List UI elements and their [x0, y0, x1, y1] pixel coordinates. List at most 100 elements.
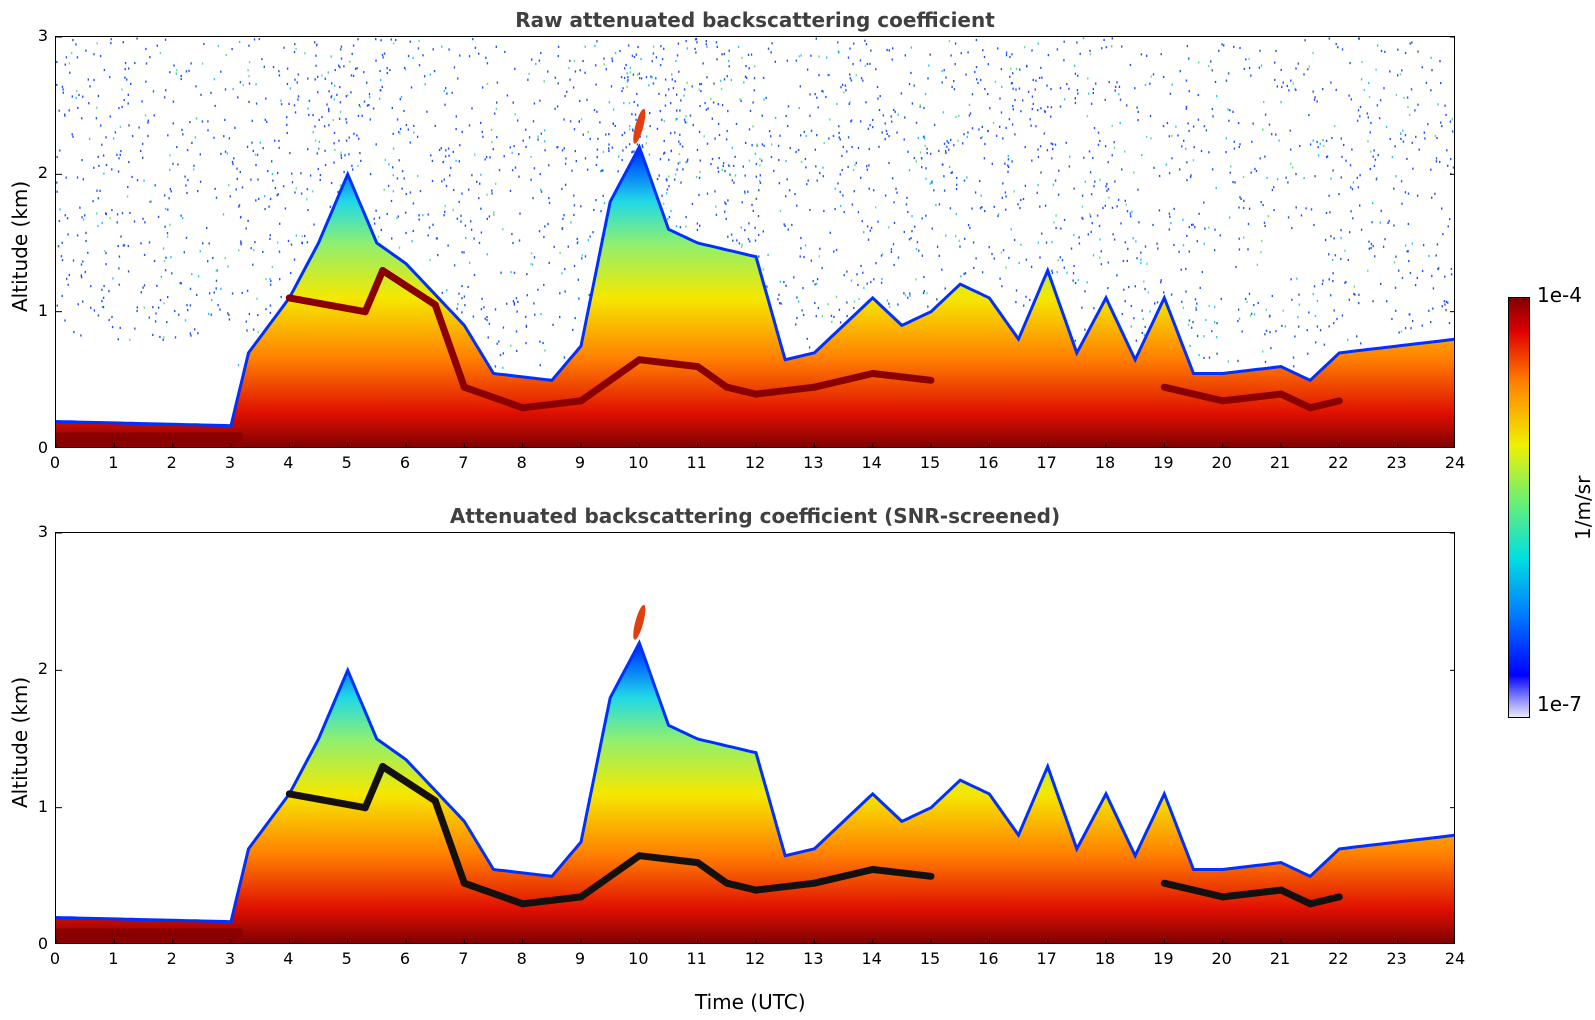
noise-point [377, 235, 380, 238]
noise-point [482, 135, 484, 138]
noise-point [1356, 335, 1358, 338]
noise-point [357, 164, 359, 168]
noise-point [648, 84, 650, 87]
noise-point [1296, 277, 1298, 280]
noise-point [540, 190, 543, 193]
noise-point [136, 306, 138, 309]
noise-point [1188, 319, 1191, 322]
noise-point [1322, 88, 1324, 91]
noise-point [941, 268, 943, 271]
noise-point [1121, 45, 1123, 48]
noise-point [56, 60, 58, 64]
noise-point [519, 212, 521, 215]
noise-point [1278, 139, 1280, 142]
noise-point [1439, 160, 1441, 164]
noise-point [1435, 157, 1438, 160]
noise-point [1126, 259, 1128, 262]
noise-point [586, 168, 589, 171]
noise-point [637, 73, 639, 76]
noise-point [314, 125, 316, 128]
noise-point [623, 76, 626, 79]
noise-point [405, 124, 408, 127]
noise-point [636, 92, 638, 96]
noise-point [245, 227, 247, 230]
noise-point [274, 187, 277, 190]
noise-point [1406, 157, 1408, 160]
noise-point [84, 214, 86, 217]
noise-point [1186, 161, 1188, 164]
noise-point [207, 129, 209, 132]
noise-point [876, 85, 879, 89]
noise-point [754, 152, 757, 155]
noise-point [1328, 253, 1330, 256]
noise-point [564, 290, 566, 293]
noise-point [778, 159, 780, 162]
cloud-base-segment [752, 383, 818, 398]
noise-point [1360, 78, 1363, 81]
noise-point [1316, 299, 1319, 303]
noise-point [240, 242, 242, 245]
noise-point [445, 87, 447, 90]
noise-point [663, 202, 665, 205]
noise-point [791, 223, 793, 227]
noise-point [526, 273, 528, 276]
noise-point [1196, 302, 1198, 305]
noise-point [1376, 176, 1378, 180]
noise-point [751, 144, 753, 147]
noise-point [855, 161, 857, 164]
noise-point [182, 217, 184, 220]
noise-point [333, 131, 336, 134]
noise-point [407, 54, 410, 58]
noise-point [503, 155, 505, 158]
x-tick-label: 9 [574, 453, 586, 472]
noise-point [1066, 271, 1068, 274]
noise-point [1002, 182, 1004, 185]
noise-point [196, 293, 198, 296]
noise-point [741, 243, 743, 246]
noise-point [390, 38, 392, 41]
noise-point [1197, 61, 1200, 64]
noise-point [981, 135, 983, 139]
noise-point [61, 85, 64, 88]
noise-point [121, 212, 124, 215]
noise-point [1333, 322, 1335, 325]
noise-point [1123, 288, 1125, 291]
noise-point [1063, 266, 1065, 269]
noise-point [1293, 365, 1295, 368]
noise-point [1185, 267, 1187, 270]
noise-point [486, 318, 488, 322]
noise-point [800, 160, 803, 163]
noise-point [525, 315, 527, 318]
noise-point [1138, 221, 1140, 224]
x-tick-label: 23 [1386, 453, 1407, 472]
noise-point [85, 231, 87, 234]
noise-point [890, 250, 893, 254]
noise-point [1316, 325, 1319, 328]
noise-point [740, 99, 742, 102]
noise-point [943, 175, 945, 178]
noise-point [418, 39, 420, 42]
noise-point [1107, 287, 1109, 290]
noise-point [1331, 136, 1333, 140]
noise-point [700, 90, 702, 93]
noise-point [668, 158, 670, 161]
noise-point [68, 273, 70, 277]
noise-point [1325, 211, 1328, 214]
noise-point [625, 146, 627, 149]
noise-point [577, 240, 579, 243]
noise-point [195, 85, 197, 88]
noise-point [293, 50, 296, 54]
noise-point [176, 69, 178, 72]
noise-point [208, 292, 211, 295]
noise-point [486, 217, 488, 220]
noise-point [149, 200, 151, 203]
noise-point [1314, 314, 1317, 318]
x-tick-label: 12 [744, 453, 766, 472]
noise-point [900, 92, 903, 95]
noise-point [251, 119, 253, 122]
noise-point [1317, 154, 1320, 157]
noise-point [828, 73, 831, 77]
noise-point [608, 101, 611, 104]
noise-point [339, 101, 342, 104]
noise-point [779, 302, 781, 305]
